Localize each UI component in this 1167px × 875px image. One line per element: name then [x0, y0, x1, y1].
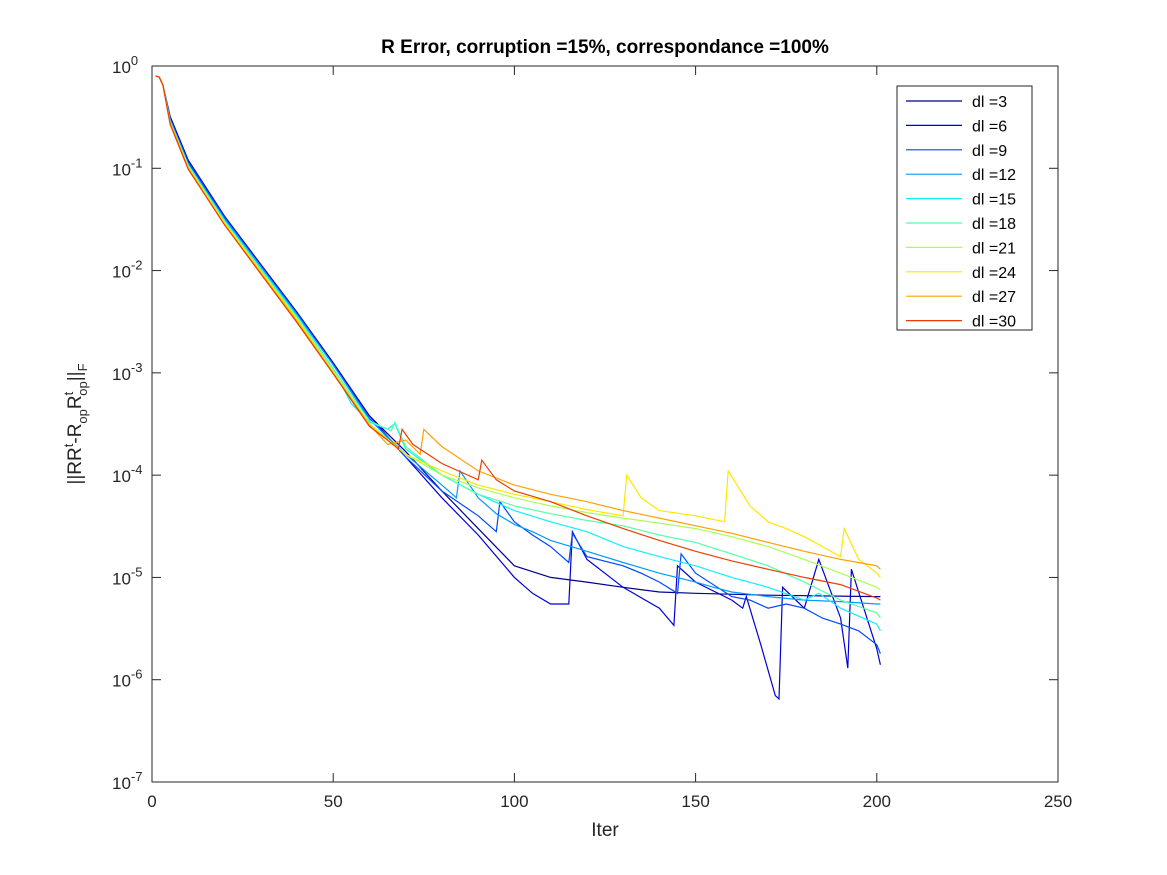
- series-layer: [155, 75, 881, 701]
- legend-label-1: dl =3: [972, 94, 1007, 111]
- x-tick-label: 50: [324, 792, 343, 811]
- y-axis: 10-7 10-6 10-5 10-4 10-3 10-2 10-1 100: [112, 53, 1058, 793]
- x-tick-label: 150: [681, 792, 709, 811]
- legend-label-9: dl =27: [972, 289, 1016, 306]
- x-tick-label: 250: [1044, 792, 1072, 811]
- series-line-4: [155, 75, 881, 605]
- axes-box: [151, 65, 1059, 783]
- legend-box: [896, 85, 1033, 331]
- legend-label-6: dl =18: [972, 216, 1016, 233]
- y-tick-label: 10-5: [112, 564, 142, 588]
- x-tick-label: 200: [863, 792, 891, 811]
- series-line-8: [155, 75, 881, 578]
- y-tick-label: 10-6: [112, 667, 142, 691]
- legend-label-8: dl =24: [972, 265, 1016, 282]
- legend-label-4: dl =12: [972, 167, 1016, 184]
- y-axis-label: ||RRt-RopRtop||F: [61, 363, 90, 484]
- series-line-2: [155, 75, 881, 701]
- legend-label-5: dl =15: [972, 192, 1016, 209]
- legend-label-2: dl =6: [972, 118, 1007, 135]
- chart-title: R Error, corruption =15%, correspondance…: [381, 37, 829, 58]
- y-tick-label: 10-3: [112, 360, 142, 384]
- legend-label-10: dl =30: [972, 314, 1016, 331]
- legend-label-3: dl =9: [972, 143, 1007, 160]
- x-tick-label: 100: [500, 792, 528, 811]
- y-tick-label: 10-7: [112, 769, 142, 793]
- x-tick-label: 0: [147, 792, 156, 811]
- y-tick-label: 10-4: [112, 462, 142, 486]
- legend-label-7: dl =21: [972, 240, 1016, 257]
- legend: dl =3 dl =6 dl =9 dl =12 dl =15 dl =18 dl =21 d…: [896, 85, 1033, 331]
- y-tick-label: 10-2: [112, 258, 142, 282]
- series-line-10: [155, 75, 881, 601]
- x-axis-label: Iter: [591, 820, 619, 841]
- y-tick-label: 10-1: [112, 155, 142, 179]
- y-tick-label: 100: [112, 53, 138, 77]
- x-axis: 0 50 100 150 200 250: [147, 66, 1072, 811]
